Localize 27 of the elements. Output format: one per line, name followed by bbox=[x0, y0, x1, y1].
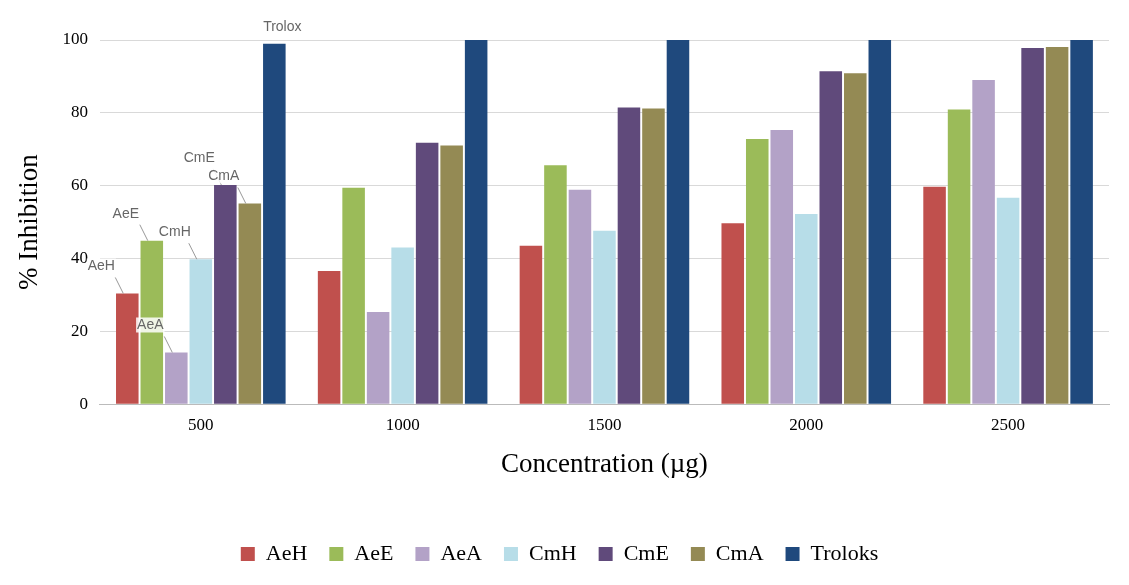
x-tick-label: 500 bbox=[188, 414, 214, 434]
legend-label: AeE bbox=[354, 539, 394, 565]
annotation: AeH bbox=[87, 257, 115, 274]
x-axis-title: Concentration (µg) bbox=[501, 447, 708, 478]
y-tick-label: 0 bbox=[79, 393, 88, 413]
x-tick-label: 2000 bbox=[789, 414, 824, 434]
y-tick-label: 60 bbox=[70, 175, 88, 195]
annotation: AeA bbox=[137, 316, 165, 333]
annotation: CmA bbox=[208, 167, 241, 184]
legend-label: CmH bbox=[528, 539, 577, 565]
legend-label: AeH bbox=[265, 539, 308, 565]
annotation: CmH bbox=[158, 223, 191, 240]
y-tick-label: 20 bbox=[70, 320, 88, 340]
legend-label: CmA bbox=[715, 539, 764, 565]
annotation: AeE bbox=[112, 204, 140, 221]
legend-label: CmE bbox=[623, 539, 669, 565]
y-tick-label: 80 bbox=[70, 102, 88, 122]
y-tick-label: 100 bbox=[62, 29, 88, 49]
annotation: CmE bbox=[183, 148, 215, 165]
legend-label: AeA bbox=[440, 539, 483, 565]
x-tick-label: 1000 bbox=[385, 414, 420, 434]
x-tick-label: 2500 bbox=[991, 414, 1026, 434]
y-tick-label: 40 bbox=[70, 247, 88, 267]
x-tick-label: 1500 bbox=[587, 414, 622, 434]
legend-label: Troloks bbox=[810, 539, 879, 565]
y-axis-title: % Inhibition bbox=[13, 153, 44, 290]
text: Trolox bbox=[263, 17, 302, 34]
